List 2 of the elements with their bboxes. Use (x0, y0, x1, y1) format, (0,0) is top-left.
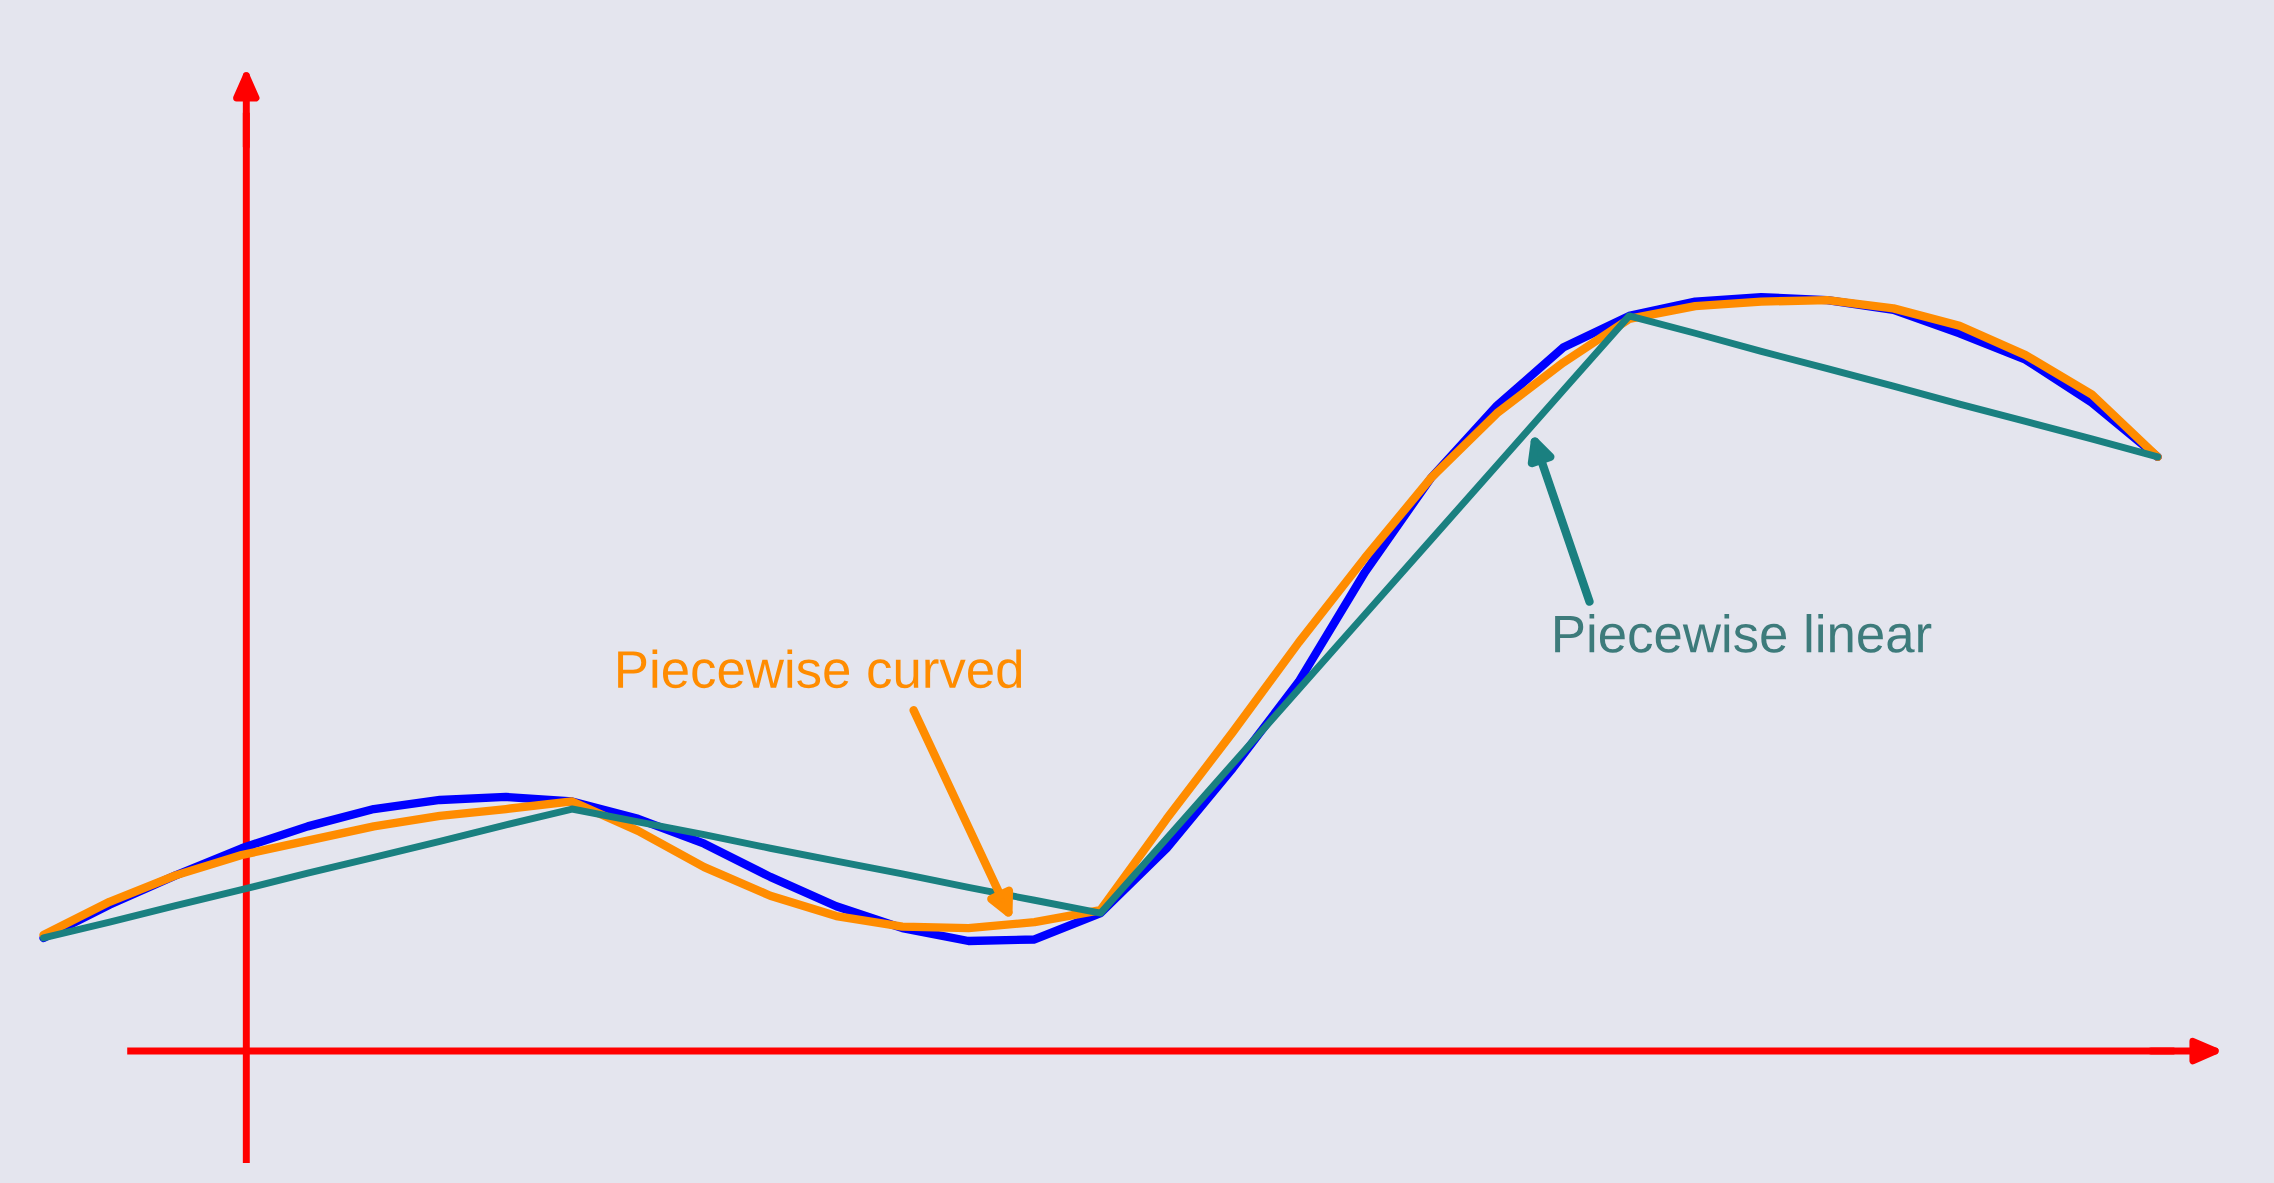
annotation: Piecewise linear (1555, 614, 1932, 653)
annotation: Piecewise curved (618, 649, 1022, 689)
